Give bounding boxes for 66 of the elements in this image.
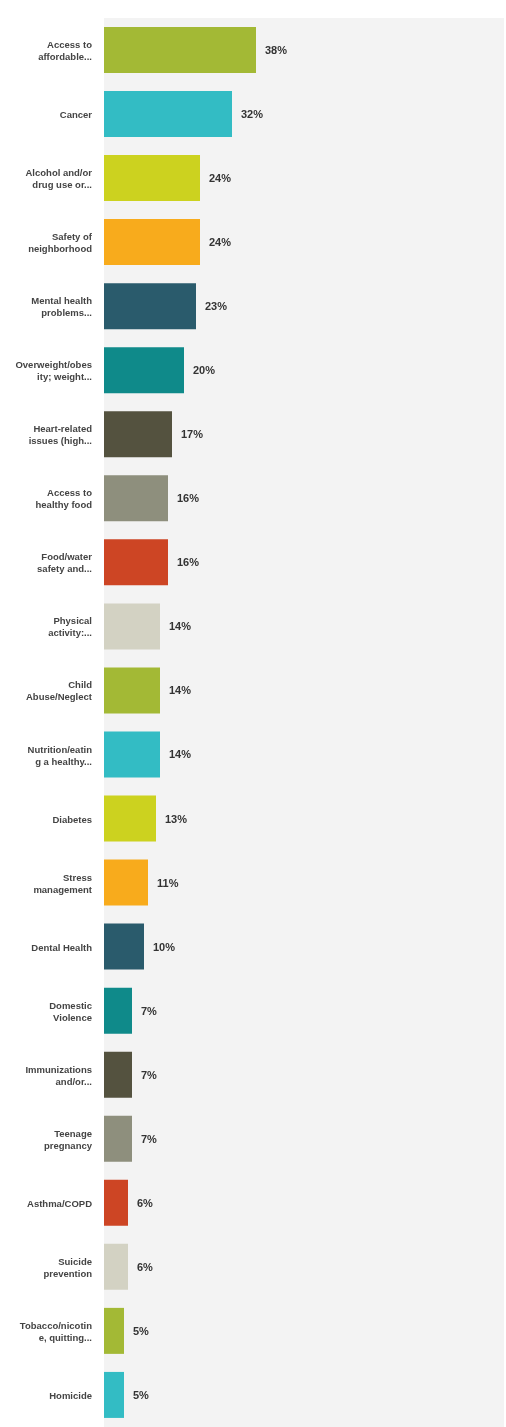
y-tick-label: Diabetes	[52, 813, 92, 825]
data-label: 5%	[133, 1388, 150, 1401]
y-tick-label: Mental health problems...	[31, 294, 93, 318]
y-tick-label: Suicide prevention	[43, 1255, 93, 1279]
data-label: 13%	[165, 812, 188, 825]
data-label: 14%	[169, 684, 192, 697]
bar	[104, 1115, 132, 1162]
bar	[104, 155, 200, 202]
y-tick-label: Alcohol and/or drug use or...	[25, 166, 93, 190]
y-tick-label: Immunizations and/or...	[25, 1063, 92, 1087]
bar	[104, 475, 168, 522]
y-tick-label: Asthma/COPD	[27, 1197, 93, 1209]
data-label: 7%	[141, 1004, 158, 1017]
y-tick-label: Child Abuse/Neglect	[26, 678, 93, 702]
data-label: 14%	[169, 748, 192, 761]
data-label: 23%	[205, 300, 228, 313]
bar	[104, 219, 200, 266]
y-tick-label: Homicide	[49, 1389, 92, 1401]
bar	[104, 1371, 124, 1418]
data-label: 32%	[241, 108, 264, 121]
data-label: 10%	[153, 940, 176, 953]
data-label: 16%	[177, 492, 200, 505]
y-tick-label: Stress management	[33, 871, 93, 895]
bar	[104, 923, 144, 970]
data-label: 24%	[209, 236, 232, 249]
bar	[104, 26, 256, 73]
data-label: 6%	[137, 1260, 154, 1273]
bar	[104, 283, 196, 330]
y-tick-label: Cancer	[59, 108, 93, 120]
y-tick-label: Teenage pregnancy	[43, 1127, 93, 1151]
bar	[104, 91, 232, 138]
data-label: 11%	[157, 876, 179, 889]
bar	[104, 539, 168, 586]
bar	[104, 603, 160, 650]
y-tick-label: Safety of neighborhood	[28, 230, 93, 254]
bar	[104, 795, 156, 842]
y-tick-label: Tobacco/nicotine, quitting...	[19, 1319, 93, 1343]
bar	[104, 731, 160, 778]
y-tick-label: Access to healthy food	[35, 486, 93, 510]
data-label: 17%	[181, 428, 204, 441]
data-label: 24%	[209, 172, 232, 185]
y-tick-label: Access to affordable...	[38, 38, 93, 62]
bar	[104, 1243, 128, 1290]
y-tick-label: Physical activity:...	[48, 614, 92, 638]
y-tick-label: Dental Health	[31, 941, 93, 953]
data-label: 16%	[177, 556, 200, 569]
data-label: 7%	[141, 1132, 158, 1145]
y-tick-label: Nutrition/eating a healthy...	[27, 743, 93, 767]
data-label: 14%	[169, 620, 192, 633]
bar	[104, 1051, 132, 1098]
bar	[104, 411, 172, 458]
y-tick-label: Food/water safety and...	[37, 550, 93, 574]
bar	[104, 859, 148, 906]
y-tick-label: Overweight/obesity; weight...	[15, 358, 92, 382]
data-label: 5%	[133, 1324, 150, 1337]
data-label: 20%	[193, 364, 216, 377]
bar	[104, 1307, 124, 1354]
bar	[104, 347, 184, 394]
data-label: 6%	[137, 1196, 154, 1209]
y-tick-label: Domestic Violence	[49, 999, 92, 1023]
bar	[104, 667, 160, 714]
data-label: 7%	[141, 1068, 158, 1081]
y-tick-label: Heart-related issues (high...	[28, 422, 93, 446]
bar	[104, 987, 132, 1034]
data-label: 38%	[265, 43, 288, 56]
bar	[104, 1179, 128, 1226]
